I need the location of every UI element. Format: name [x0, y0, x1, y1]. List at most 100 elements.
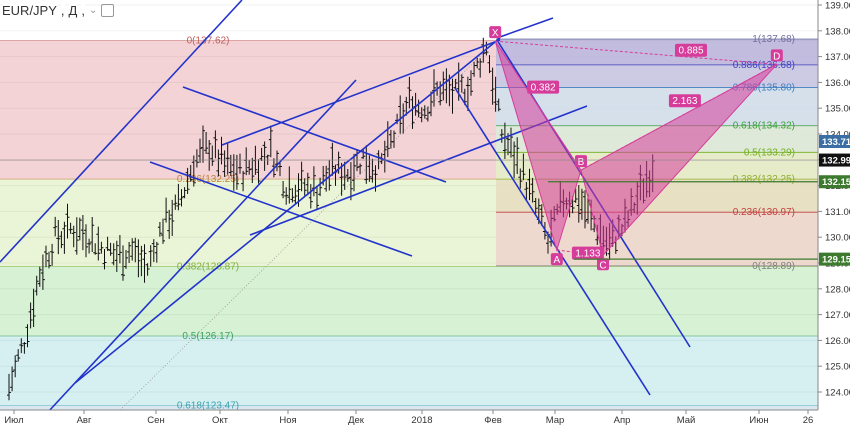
ohlc-bar	[117, 235, 122, 264]
trend-line[interactable]	[149, 161, 413, 257]
ohlc-bar	[410, 96, 415, 129]
ohlc-bar	[154, 241, 159, 263]
ohlc-bar	[499, 129, 504, 143]
fib-trend-line	[119, 40, 497, 411]
y-tick-label: 128.00	[825, 284, 850, 295]
time-axis[interactable]	[0, 410, 850, 426]
harmonic-point-marker[interactable]	[550, 253, 563, 266]
symbol-name[interactable]: EUR/JPY	[2, 3, 57, 18]
ohlc-bar	[244, 147, 249, 176]
ohlc-bar	[114, 240, 119, 272]
trend-line[interactable]	[496, 17, 554, 39]
y-tick-label: 130.00	[825, 233, 850, 244]
ohlc-bar	[441, 71, 446, 101]
ohlc-bar	[210, 145, 215, 166]
x-tick-label: 26	[803, 415, 814, 426]
ohlc-bar	[111, 243, 116, 266]
ohlc-bar	[47, 251, 51, 269]
y-tick-label: 137.00	[825, 52, 850, 63]
ohlc-bar	[225, 143, 230, 175]
ohlc-bar	[364, 145, 369, 184]
ohlc-bar	[521, 153, 526, 181]
y-tick-label: 135.00	[825, 104, 850, 115]
price-label-badge	[819, 252, 850, 266]
harmonic-point-marker[interactable]	[489, 26, 502, 39]
fib-band	[0, 336, 818, 406]
trend-line[interactable]	[47, 79, 357, 413]
price-axis[interactable]	[818, 0, 850, 426]
harmonic-ratio-badge	[668, 94, 701, 108]
x-tick-label: 2018	[411, 415, 432, 426]
trend-line[interactable]	[454, 87, 651, 396]
ohlc-bar	[164, 197, 169, 223]
harmonic-ratio-label: 2.163	[672, 96, 697, 107]
ohlc-bar	[13, 355, 18, 378]
ohlc-bar	[361, 148, 366, 159]
ohlc-bar	[530, 177, 535, 203]
ohlc-bar	[487, 55, 492, 74]
chevron-down-icon[interactable]: ⌄	[88, 5, 98, 16]
ohlc-bar	[502, 122, 507, 159]
ohlc-bar	[250, 157, 255, 183]
ohlc-bar	[50, 243, 55, 266]
trend-line[interactable]	[182, 86, 447, 183]
ohlc-bar	[157, 222, 162, 237]
ohlc-bar	[305, 172, 310, 196]
ohlc-bar	[327, 160, 332, 191]
ohlc-bar	[268, 125, 273, 158]
ohlc-bar	[121, 245, 125, 281]
ohlc-bar	[247, 160, 252, 175]
symbol-interval[interactable]: Д	[68, 3, 78, 18]
ohlc-bar	[93, 243, 98, 255]
price-label-text: 132.99	[822, 156, 850, 167]
ohlc-bar	[37, 266, 42, 287]
harmonic-ratio-badge	[675, 43, 707, 57]
ohlc-bar	[62, 221, 67, 254]
ohlc-bar	[28, 302, 33, 329]
ohlc-bar	[65, 203, 70, 239]
ohlc-bar	[31, 288, 36, 327]
ohlc-bar	[182, 187, 187, 199]
x-tick-label: Окт	[212, 415, 229, 426]
ohlc-bar	[87, 238, 92, 254]
fib-level-label: 0.786(135.80)	[733, 83, 795, 94]
ohlc-bar	[77, 217, 82, 241]
ohlc-bar	[44, 245, 48, 268]
trend-line[interactable]	[0, 0, 243, 263]
ohlc-bar	[234, 154, 239, 190]
harmonic-ratio-label: 0.885	[678, 46, 703, 57]
ohlc-bar	[478, 58, 483, 78]
ohlc-bar	[318, 177, 323, 197]
ohlc-bar	[204, 132, 209, 154]
ohlc-bar	[207, 140, 212, 171]
price-label-text: 133.71	[822, 137, 850, 148]
trend-line[interactable]	[221, 39, 501, 146]
fib-level-label: 0.5(126.17)	[182, 331, 233, 342]
y-tick-label: 139.00	[825, 1, 850, 12]
ohlc-bar	[524, 182, 529, 201]
x-tick-label: Апр	[614, 415, 631, 426]
ohlc-bar	[136, 239, 141, 278]
ohlc-bar	[293, 184, 298, 205]
ohlc-bar	[216, 149, 221, 177]
harmonic-point-marker[interactable]	[597, 258, 609, 271]
harmonic-point-marker[interactable]	[770, 49, 783, 62]
ohlc-bar	[170, 199, 175, 236]
fib-level-label: 0(137.62)	[187, 36, 230, 47]
y-tick-label: 138.00	[825, 26, 850, 37]
ohlc-bar	[469, 70, 473, 96]
ohlc-bar	[105, 236, 110, 251]
ohlc-bar	[99, 241, 104, 254]
ohlc-bar	[10, 366, 15, 392]
ohlc-bar	[80, 215, 85, 251]
fib-band	[0, 266, 818, 337]
harmonic-point-label: B	[578, 157, 585, 168]
gear-icon[interactable]	[101, 4, 115, 17]
ohlc-bar	[241, 170, 246, 192]
ohlc-bar	[173, 194, 178, 210]
ohlc-bar	[259, 147, 264, 161]
ohlc-bar	[275, 150, 279, 172]
harmonic-point-marker[interactable]	[575, 155, 587, 168]
